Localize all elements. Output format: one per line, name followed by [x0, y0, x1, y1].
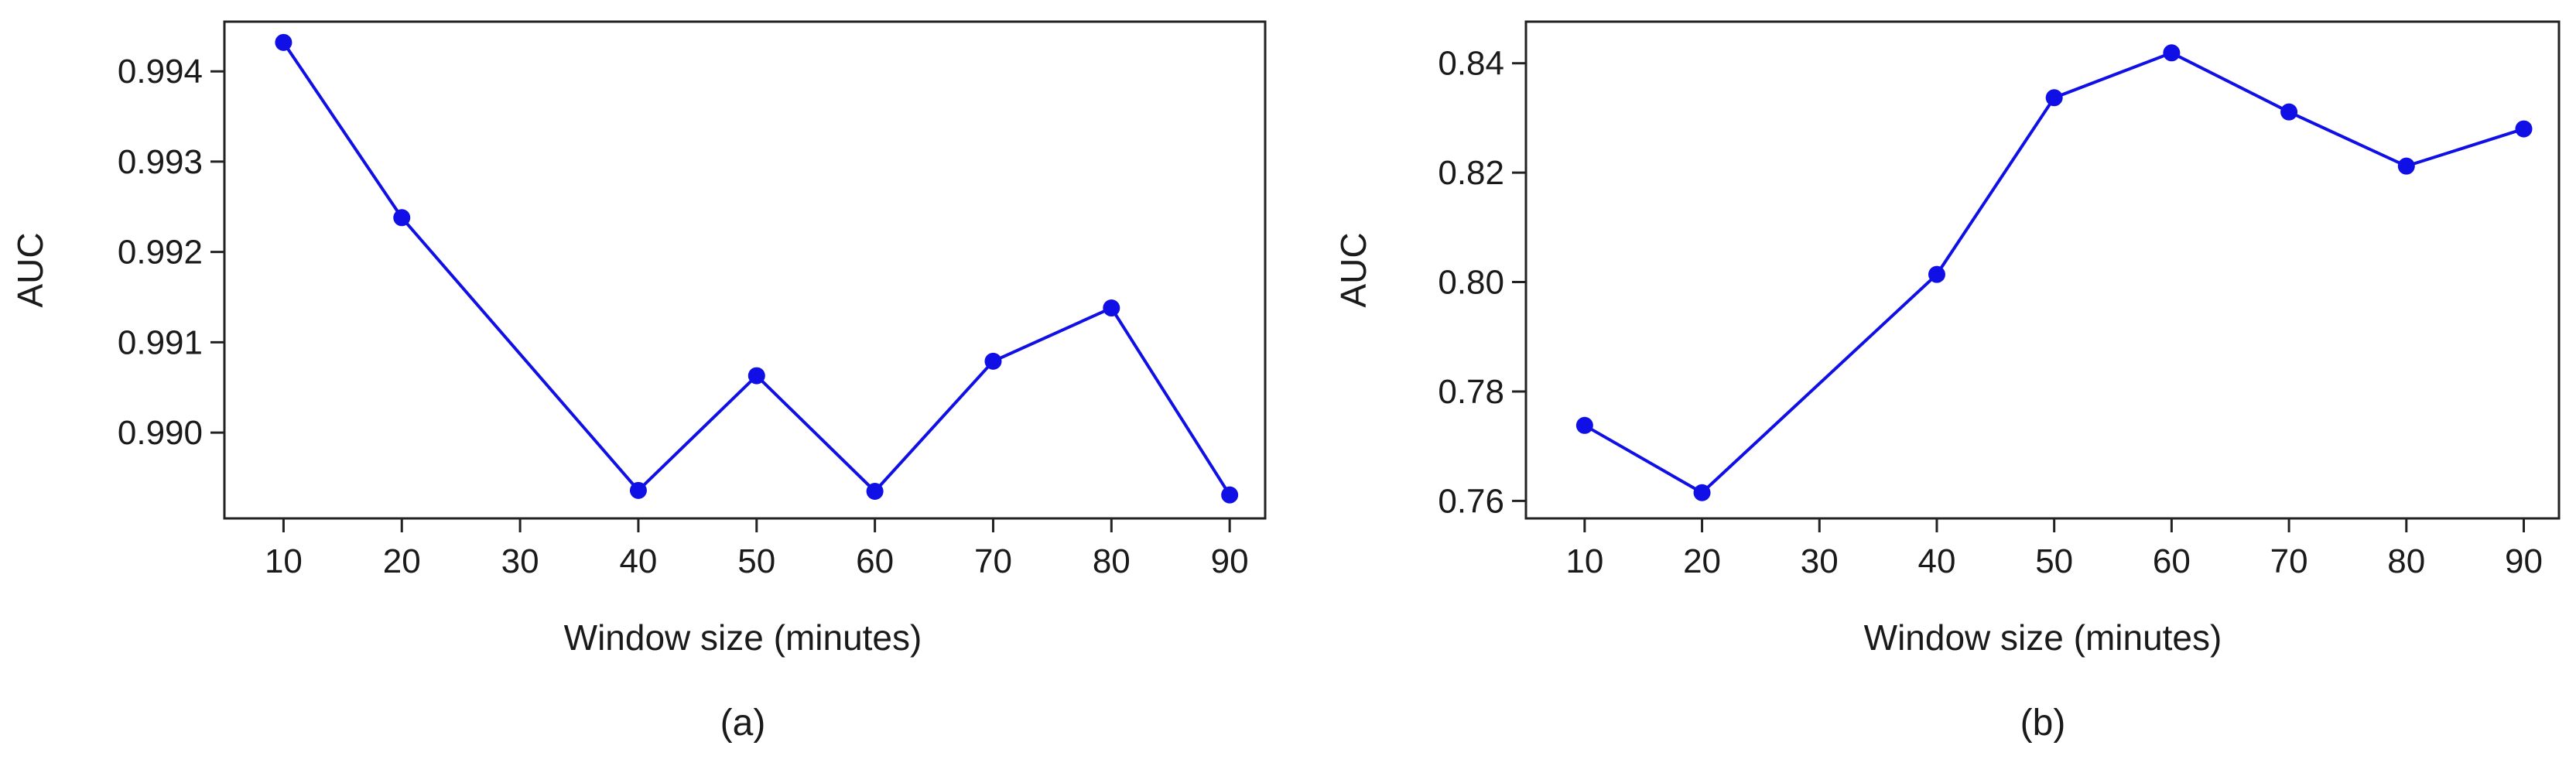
data-point: [629, 481, 647, 499]
x-axis-label: Window size (minutes): [564, 617, 922, 658]
series-line: [282, 41, 1231, 496]
chart-panel-a: 10 20 30 40 50 60 70 80 90 0.990 0.991 0.992 0.993 0.…: [10, 20, 1267, 744]
x-tick-label: 10: [1565, 542, 1603, 580]
chart-panel-b: 10 20 30 40 50 60 70 80 90 0.76 0.78 0.80 0.82 0.84 Wi…: [1333, 20, 2561, 744]
data-point: [1103, 299, 1120, 317]
y-tick-label: 0.994: [118, 53, 203, 91]
x-axis-label: Window size (minutes): [1864, 617, 2222, 658]
y-tick-label: 0.84: [1438, 45, 1504, 83]
x-tick-label: 10: [265, 542, 303, 580]
y-axis-label: AUC: [10, 232, 50, 307]
x-tick-label: 70: [974, 542, 1012, 580]
panel-caption: (a): [720, 703, 766, 744]
x-tick-label: 80: [1093, 542, 1131, 580]
plot-frame: [223, 20, 1267, 520]
x-tick-label: 50: [2035, 542, 2073, 580]
x-tick-label: 20: [383, 542, 421, 580]
y-tick-label: 0.78: [1438, 373, 1504, 411]
y-tick-label: 0.82: [1438, 154, 1504, 192]
y-tick-label: 0.76: [1438, 482, 1504, 520]
y-tick-label: 0.991: [118, 323, 203, 361]
y-tick-label: 0.990: [118, 414, 203, 452]
data-point: [2397, 157, 2415, 175]
data-point: [275, 33, 292, 51]
x-tick-label: 30: [1801, 542, 1839, 580]
x-tick-label: 60: [2153, 542, 2191, 580]
series-line: [1583, 51, 2525, 495]
data-point: [2515, 120, 2533, 138]
x-tick-label: 40: [1917, 542, 1955, 580]
y-axis-label: AUC: [1333, 232, 1374, 307]
data-point: [1693, 484, 1711, 501]
data-point: [866, 482, 884, 500]
data-point: [2163, 44, 2181, 62]
plot-frame: [1524, 20, 2561, 520]
panel-caption: (b): [2020, 703, 2066, 744]
x-tick-label: 90: [2505, 542, 2543, 580]
x-tick-label: 60: [856, 542, 894, 580]
x-tick-label: 90: [1211, 542, 1249, 580]
y-tick-label: 0.992: [118, 234, 203, 272]
y-tick-label: 0.993: [118, 143, 203, 181]
data-point: [2045, 89, 2063, 107]
x-tick-label: 70: [2270, 542, 2308, 580]
x-tick-label: 40: [619, 542, 657, 580]
x-tick-label: 20: [1683, 542, 1721, 580]
data-point: [747, 367, 765, 385]
data-point: [984, 352, 1002, 370]
y-tick-label: 0.80: [1438, 264, 1504, 302]
x-tick-label: 80: [2387, 542, 2425, 580]
data-point: [1221, 486, 1239, 504]
x-tick-label: 30: [501, 542, 539, 580]
data-point: [1928, 265, 1945, 283]
data-point: [1575, 416, 1593, 434]
x-tick-label: 50: [737, 542, 775, 580]
data-point: [393, 209, 411, 227]
data-point: [2280, 103, 2298, 121]
